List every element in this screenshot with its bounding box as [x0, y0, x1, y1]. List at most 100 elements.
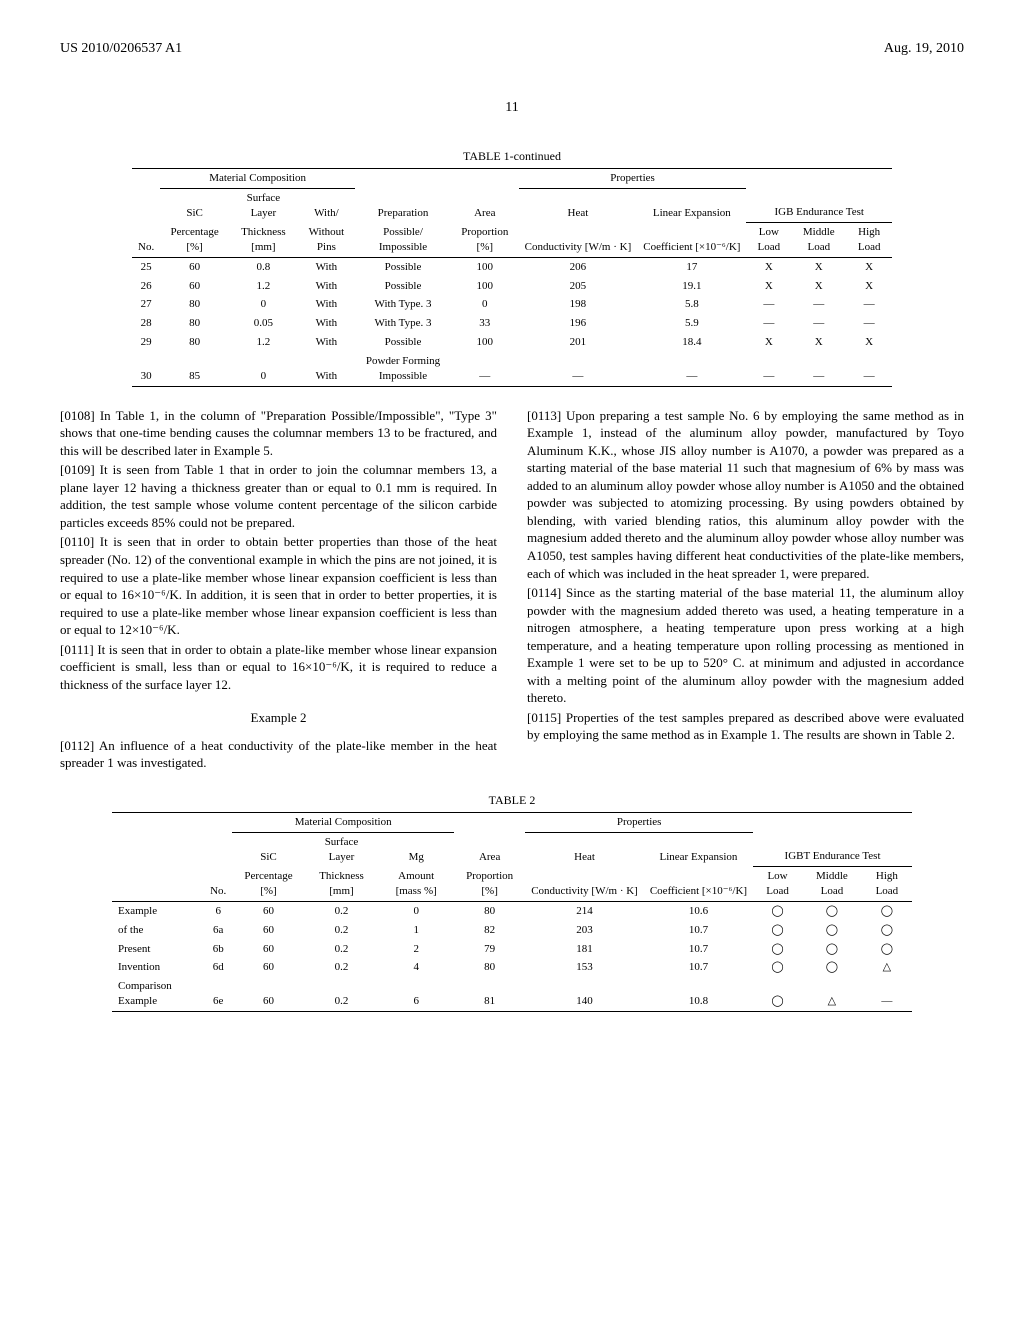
t1-h2-3: Without Pins	[298, 223, 355, 258]
table-cell: X	[791, 257, 846, 276]
table-cell: 100	[451, 333, 519, 352]
table-cell: ◯	[862, 901, 912, 920]
para-0111: [0111] It is seen that in order to obtai…	[60, 641, 497, 694]
table-cell: 0.2	[305, 921, 379, 940]
table-cell: 85	[160, 352, 229, 386]
table-cell: With	[298, 352, 355, 386]
t2-group-properties: Properties	[525, 813, 753, 833]
t1-h1-5: Area	[451, 188, 519, 222]
table-cell: 181	[525, 940, 644, 959]
row-label: Comparison Example	[112, 977, 204, 1011]
table-cell: ◯	[753, 921, 802, 940]
table-cell: 198	[519, 295, 638, 314]
table-cell: 6e	[204, 977, 232, 1011]
table-cell: 10.7	[644, 921, 753, 940]
table-cell: 0	[378, 901, 454, 920]
table-cell: ◯	[753, 940, 802, 959]
t2-h1-3: Surface Layer	[305, 833, 379, 867]
page-number: 11	[60, 99, 964, 118]
t1-h2-4: Possible/ Impossible	[355, 223, 451, 258]
t2-group-material: Material Composition	[232, 813, 454, 833]
t2-h2-1: No.	[204, 867, 232, 902]
table-cell: —	[846, 352, 892, 386]
t1-h2-5: Proportion [%]	[451, 223, 519, 258]
t2-h2-10: High Load	[862, 867, 912, 902]
table-cell: X	[746, 333, 791, 352]
table-cell: 140	[525, 977, 644, 1011]
table-cell: 1	[378, 921, 454, 940]
table-cell: X	[846, 333, 892, 352]
table-cell: △	[862, 958, 912, 977]
para-0114: [0114] Since as the starting material of…	[527, 584, 964, 707]
para-0108: [0108] In Table 1, in the column of "Pre…	[60, 407, 497, 460]
t2-h2-5: Proportion [%]	[454, 867, 525, 902]
table-cell: With	[298, 333, 355, 352]
table-cell: 26	[132, 277, 160, 296]
t1-h1-3: With/	[298, 188, 355, 222]
t2-h2-4: Amount [mass %]	[378, 867, 454, 902]
t1-group-material: Material Composition	[160, 168, 355, 188]
para-0109: [0109] It is seen from Table 1 that in o…	[60, 461, 497, 531]
table-cell: 196	[519, 314, 638, 333]
table-cell: ◯	[753, 977, 802, 1011]
table-cell: Possible	[355, 333, 451, 352]
table-cell: 6b	[204, 940, 232, 959]
publication-number: US 2010/0206537 A1	[60, 40, 182, 59]
table-cell: 5.8	[637, 295, 746, 314]
table-cell: —	[862, 977, 912, 1011]
table-cell: 80	[160, 314, 229, 333]
table-row: 29801.2WithPossible10020118.4XXX	[132, 333, 892, 352]
table-row: 28800.05WithWith Type. 3331965.9———	[132, 314, 892, 333]
t1-h1-4: Preparation	[355, 188, 451, 222]
table-row: 26601.2WithPossible10020519.1XXX	[132, 277, 892, 296]
table-cell: 206	[519, 257, 638, 276]
table-cell: 18.4	[637, 333, 746, 352]
table-cell: With	[298, 277, 355, 296]
table-cell: With Type. 3	[355, 295, 451, 314]
table-cell: ◯	[802, 901, 862, 920]
t2-h2-3: Thickness [mm]	[305, 867, 379, 902]
table-cell: ◯	[862, 921, 912, 940]
table-cell: X	[846, 277, 892, 296]
para-0113: [0113] Upon preparing a test sample No. …	[527, 407, 964, 582]
table-cell: 0.2	[305, 977, 379, 1011]
table-cell: ◯	[802, 921, 862, 940]
table-cell: 6	[378, 977, 454, 1011]
table-cell: ◯	[753, 901, 802, 920]
t2-h1-0	[112, 833, 204, 867]
table-cell: —	[519, 352, 638, 386]
table-cell: 2	[378, 940, 454, 959]
table-cell: —	[451, 352, 519, 386]
table-cell: 82	[454, 921, 525, 940]
table-cell: 80	[454, 901, 525, 920]
t1-h1-6: Heat	[519, 188, 638, 222]
t2-h2-0	[112, 867, 204, 902]
t2-h1-6: Heat	[525, 833, 644, 867]
table-cell: 1.2	[229, 333, 298, 352]
t1-h1-2: Surface Layer	[229, 188, 298, 222]
table-cell: 80	[160, 295, 229, 314]
table-cell: 0.05	[229, 314, 298, 333]
t1-h2-6: Conductivity [W/m · K]	[519, 223, 638, 258]
t2-h1-1	[204, 833, 232, 867]
table-cell: 6a	[204, 921, 232, 940]
table-cell: 28	[132, 314, 160, 333]
table-cell: —	[791, 295, 846, 314]
table-cell: 1.2	[229, 277, 298, 296]
para-0110: [0110] It is seen that in order to obtai…	[60, 533, 497, 638]
table-cell: 60	[232, 940, 304, 959]
table-cell: 205	[519, 277, 638, 296]
t1-h2-2: Thickness [mm]	[229, 223, 298, 258]
table-cell: —	[846, 295, 892, 314]
table-cell: 100	[451, 257, 519, 276]
table-cell: —	[637, 352, 746, 386]
page-header: US 2010/0206537 A1 Aug. 19, 2010	[60, 40, 964, 59]
table-cell: 6	[204, 901, 232, 920]
table-cell: —	[846, 314, 892, 333]
table-cell: Possible	[355, 257, 451, 276]
table-cell: 100	[451, 277, 519, 296]
t2-h1-2: SiC	[232, 833, 304, 867]
t1-h1-7: Linear Expansion	[637, 188, 746, 222]
table-cell: —	[746, 352, 791, 386]
t2-h1-5: Area	[454, 833, 525, 867]
